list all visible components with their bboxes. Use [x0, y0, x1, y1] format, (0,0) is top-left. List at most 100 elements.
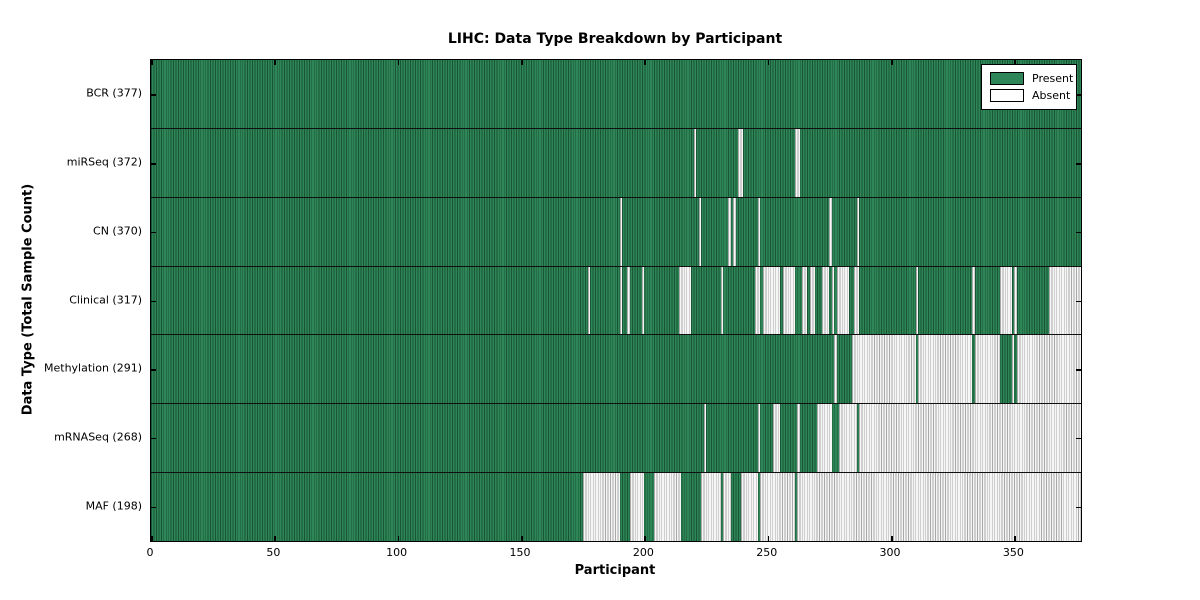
- x-tick-mark: [1014, 536, 1016, 541]
- x-tick-label-100: 100: [386, 546, 408, 559]
- absent-segment: [856, 197, 859, 266]
- x-tick-label-200: 200: [632, 546, 654, 559]
- absent-segment: [772, 404, 781, 473]
- legend-label-present: Present: [1032, 72, 1074, 85]
- absent-segment: [1011, 335, 1015, 404]
- absent-segment: [802, 266, 808, 335]
- y-tick-label-bcr: BCR (377): [86, 86, 142, 100]
- y-tick-label-cn: CN (370): [93, 224, 142, 238]
- absent-segment: [1016, 335, 1081, 404]
- y-tick-mark: [1076, 94, 1081, 96]
- y-tick-mark: [1076, 506, 1081, 509]
- absent-segment: [974, 335, 1000, 404]
- y-tick-mark: [1076, 163, 1081, 165]
- x-tick-label-300: 300: [879, 546, 901, 559]
- absent-segment: [627, 266, 630, 335]
- legend-label-absent: Absent: [1032, 89, 1071, 102]
- y-tick-mark: [151, 369, 156, 371]
- x-tick-mark: [151, 536, 153, 541]
- heatmap-row-methylation: [151, 334, 1081, 404]
- absent-segment: [797, 473, 1081, 542]
- x-tick-mark: [151, 60, 153, 65]
- absent-segment: [582, 473, 620, 542]
- y-axis-label: Data Type (Total Sample Count): [20, 183, 36, 416]
- x-tick-mark: [397, 536, 400, 541]
- x-tick-label-150: 150: [509, 546, 531, 559]
- absent-segment: [918, 335, 973, 404]
- absent-segment: [1014, 266, 1017, 335]
- x-tick-label-0: 0: [146, 546, 154, 559]
- absent-swatch-icon: [990, 89, 1024, 102]
- x-tick-mark: [521, 60, 523, 65]
- absent-segment: [829, 197, 832, 266]
- y-tick-label-mrnaseq: mRNASeq (268): [54, 430, 142, 444]
- x-tick-mark: [397, 60, 400, 65]
- row-container: [151, 60, 1081, 542]
- legend-entry-absent: Absent: [990, 87, 1076, 104]
- absent-segment: [809, 266, 815, 335]
- y-tick-mark: [151, 506, 156, 509]
- heatmap-row-mirseq: [151, 127, 1081, 197]
- x-tick-label-50: 50: [266, 546, 281, 559]
- x-tick-label-250: 250: [756, 546, 778, 559]
- absent-segment: [762, 266, 781, 335]
- y-tick-mark: [151, 163, 156, 165]
- absent-segment: [701, 473, 721, 542]
- x-tick-label-350: 350: [1002, 546, 1024, 559]
- x-axis-label: Participant: [574, 563, 656, 578]
- y-tick-mark: [151, 437, 156, 440]
- absent-segment: [755, 266, 761, 335]
- y-tick-label-maf: MAF (198): [85, 499, 142, 513]
- x-tick-mark: [891, 536, 893, 541]
- absent-segment: [854, 266, 859, 335]
- absent-segment: [757, 404, 761, 473]
- heatmap-row-cn: [151, 196, 1081, 266]
- y-tick-mark: [151, 231, 156, 234]
- x-tick-mark: [767, 60, 770, 65]
- absent-segment: [698, 197, 702, 266]
- absent-segment: [654, 473, 682, 542]
- absent-segment: [703, 404, 707, 473]
- chart-title: LIHC: Data Type Breakdown by Participant: [447, 31, 783, 47]
- absent-segment: [831, 266, 835, 335]
- absent-segment: [858, 404, 1081, 473]
- absent-segment: [728, 197, 731, 266]
- legend: Present Absent: [981, 64, 1077, 110]
- absent-segment: [794, 128, 800, 197]
- x-tick-mark: [767, 536, 770, 541]
- y-tick-label-methylation: Methylation (291): [44, 361, 142, 375]
- x-tick-mark: [644, 536, 646, 541]
- x-tick-mark: [644, 60, 646, 65]
- absent-segment: [619, 197, 623, 266]
- absent-segment: [760, 473, 795, 542]
- y-tick-mark: [1076, 300, 1081, 302]
- absent-segment: [720, 266, 724, 335]
- absent-segment: [587, 266, 591, 335]
- plot-area: [150, 59, 1082, 542]
- present-swatch-icon: [990, 72, 1024, 85]
- x-tick-mark: [891, 60, 893, 65]
- y-tick-mark: [151, 94, 156, 96]
- x-tick-mark: [274, 60, 276, 65]
- absent-segment: [821, 266, 830, 335]
- absent-segment: [851, 335, 916, 404]
- heatmap-row-clinical: [151, 265, 1081, 335]
- y-tick-mark: [1076, 369, 1081, 371]
- absent-segment: [619, 266, 623, 335]
- absent-segment: [915, 266, 919, 335]
- absent-segment: [839, 404, 857, 473]
- y-tick-mark: [1076, 231, 1081, 234]
- absent-segment: [733, 197, 736, 266]
- absent-segment: [782, 266, 795, 335]
- absent-segment: [1048, 266, 1081, 335]
- absent-segment: [797, 404, 800, 473]
- legend-entry-present: Present: [990, 70, 1076, 87]
- absent-segment: [723, 473, 731, 542]
- x-tick-mark: [1014, 60, 1016, 65]
- x-tick-mark: [521, 536, 523, 541]
- heatmap-row-maf: [151, 472, 1081, 542]
- absent-segment: [999, 266, 1012, 335]
- absent-segment: [678, 266, 692, 335]
- absent-segment: [834, 335, 837, 404]
- absent-segment: [972, 266, 975, 335]
